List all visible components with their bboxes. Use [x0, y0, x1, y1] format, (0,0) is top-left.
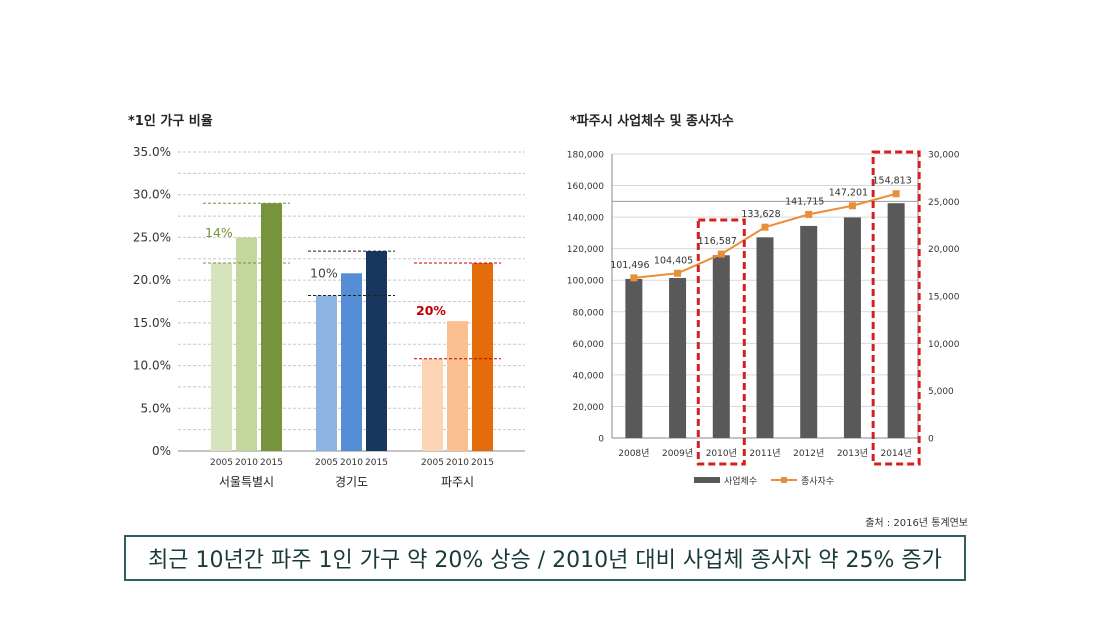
bar: [887, 203, 905, 438]
x-tick-label: 2010년: [706, 448, 737, 459]
bar: [669, 278, 687, 438]
bar: [261, 203, 282, 451]
year-tick-label: 2005: [315, 458, 338, 468]
right-y-tick-label: 10,000: [928, 340, 960, 350]
summary-text: 최근 10년간 파주 1인 가구 약 20% 상승 / 2010년 대비 사업체…: [148, 548, 942, 573]
y-tick-label: 30.0%: [133, 188, 171, 202]
x-tick-label: 2012년: [793, 448, 824, 459]
bar: [756, 237, 774, 438]
x-tick-label: 2011년: [749, 448, 780, 459]
right-y-tick-label: 0: [928, 435, 934, 445]
increase-annotation: 20%: [416, 303, 446, 318]
left-y-tick-label: 60,000: [573, 340, 605, 350]
year-tick-label: 2015: [471, 458, 494, 468]
year-tick-label: 2010: [235, 458, 258, 468]
x-tick-label: 2008년: [618, 448, 649, 459]
y-tick-label: 5.0%: [141, 401, 172, 415]
left-y-tick-label: 120,000: [567, 245, 604, 255]
left-y-tick-label: 40,000: [573, 371, 605, 381]
x-tick-label: 2014년: [881, 448, 912, 459]
left-chart-title: *1인 가구 비율: [128, 114, 213, 129]
legend-swatch-marker: [781, 477, 787, 483]
data-label: 104,405: [654, 255, 693, 266]
right-y-tick-label: 30,000: [928, 151, 960, 161]
source-note: 출처 : 2016년 통계연보: [865, 518, 968, 529]
bar: [800, 225, 818, 438]
bar: [366, 251, 387, 451]
y-tick-label: 20.0%: [133, 273, 171, 287]
line-point: [848, 202, 856, 210]
line-point: [674, 269, 682, 277]
data-label: 154,813: [872, 176, 911, 187]
bar: [236, 237, 257, 451]
left-y-tick-label: 160,000: [567, 182, 604, 192]
group-label: 서울특별시: [219, 475, 274, 489]
x-tick-label: 2009년: [662, 448, 693, 459]
bar: [211, 263, 232, 451]
left-y-tick-label: 180,000: [567, 151, 604, 161]
line-point: [761, 223, 769, 231]
y-tick-label: 35.0%: [133, 145, 171, 159]
year-tick-label: 2010: [446, 458, 469, 468]
right-chart-title: *파주시 사업체수 및 종사자수: [570, 114, 734, 129]
left-y-tick-label: 80,000: [573, 308, 605, 318]
group-label: 파주시: [441, 475, 474, 489]
data-label: 101,496: [610, 260, 649, 271]
bar: [472, 263, 493, 451]
bar: [316, 295, 337, 451]
bar: [843, 217, 861, 438]
data-label: 147,201: [829, 188, 868, 199]
year-tick-label: 2010: [340, 458, 363, 468]
line-point: [892, 190, 900, 198]
y-tick-label: 15.0%: [133, 316, 171, 330]
bar: [447, 321, 468, 451]
left-y-tick-label: 100,000: [567, 277, 604, 287]
legend-label: 사업체수: [724, 476, 757, 487]
data-label: 141,715: [785, 196, 824, 207]
bar: [341, 273, 362, 451]
highlight-box: [871, 150, 921, 466]
legend-swatch-bar: [694, 477, 720, 483]
right-y-tick-label: 20,000: [928, 245, 960, 255]
line-point: [630, 274, 638, 282]
data-label: 133,628: [741, 209, 780, 220]
y-tick-label: 0%: [152, 444, 171, 458]
right-y-tick-label: 15,000: [928, 293, 960, 303]
x-tick-label: 2013년: [837, 448, 868, 459]
summary-banner: 최근 10년간 파주 1인 가구 약 20% 상승 / 2010년 대비 사업체…: [124, 535, 966, 581]
highlight-box: [696, 218, 746, 466]
line-point: [717, 250, 725, 258]
year-tick-label: 2015: [260, 458, 283, 468]
year-tick-label: 2005: [421, 458, 444, 468]
left-y-tick-label: 0: [598, 435, 604, 445]
y-tick-label: 25.0%: [133, 230, 171, 244]
bar: [712, 255, 730, 438]
left-y-tick-label: 20,000: [573, 403, 605, 413]
line-point: [805, 210, 813, 218]
increase-annotation: 10%: [310, 265, 338, 280]
increase-annotation: 14%: [205, 225, 233, 240]
group-label: 경기도: [335, 475, 368, 489]
year-tick-label: 2005: [210, 458, 233, 468]
left-y-tick-label: 140,000: [567, 214, 604, 224]
bar: [422, 358, 443, 451]
data-label: 116,587: [698, 236, 737, 247]
y-tick-label: 10.0%: [133, 359, 171, 373]
right-y-tick-label: 25,000: [928, 198, 960, 208]
right-y-tick-label: 5,000: [928, 387, 954, 397]
year-tick-label: 2015: [365, 458, 388, 468]
legend-label: 종사자수: [801, 476, 834, 487]
bar: [625, 278, 643, 438]
